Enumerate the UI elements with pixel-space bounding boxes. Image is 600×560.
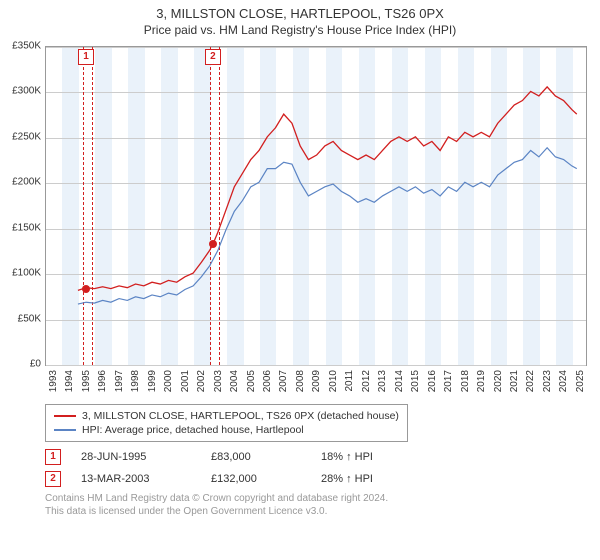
ogl-attribution: Contains HM Land Registry data © Crown c… (45, 492, 388, 518)
transaction-price: £132,000 (211, 473, 301, 485)
x-tick-label: 2018 (460, 370, 471, 420)
legend-item: 3, MILLSTON CLOSE, HARTLEPOOL, TS26 0PX … (54, 409, 399, 423)
legend-swatch (54, 415, 76, 417)
transaction-marker-dot (209, 240, 217, 248)
x-tick-label: 2016 (427, 370, 438, 420)
transaction-date: 28-JUN-1995 (81, 451, 191, 463)
legend-box: 3, MILLSTON CLOSE, HARTLEPOOL, TS26 0PX … (45, 404, 408, 442)
ogl-line1: Contains HM Land Registry data © Crown c… (45, 492, 388, 505)
transaction-row: 1 28-JUN-1995 £83,000 18% ↑ HPI (45, 446, 373, 468)
transaction-marker-badge: 2 (205, 49, 221, 65)
x-tick-label: 2017 (443, 370, 454, 420)
transaction-date: 13-MAR-2003 (81, 473, 191, 485)
x-tick-label: 2019 (476, 370, 487, 420)
chart-plot-area (45, 46, 587, 366)
transaction-price: £83,000 (211, 451, 301, 463)
x-tick-label: 2015 (410, 370, 421, 420)
transaction-row-badge: 2 (45, 471, 61, 487)
x-tick-label: 2020 (493, 370, 504, 420)
transaction-marker-dot (82, 285, 90, 293)
x-tick-label: 2025 (575, 370, 586, 420)
legend-item: HPI: Average price, detached house, Hart… (54, 423, 399, 437)
transaction-pct: 28% ↑ HPI (321, 473, 373, 485)
y-tick-label: £50K (1, 313, 41, 324)
x-tick-label: 2024 (558, 370, 569, 420)
legend-label: HPI: Average price, detached house, Hart… (82, 424, 304, 436)
y-tick-label: £200K (1, 177, 41, 188)
y-tick-label: £150K (1, 222, 41, 233)
transaction-list: 1 28-JUN-1995 £83,000 18% ↑ HPI 2 13-MAR-2003… (45, 446, 373, 490)
transaction-pct: 18% ↑ HPI (321, 451, 373, 463)
y-tick-label: £300K (1, 86, 41, 97)
y-tick-label: £0 (1, 359, 41, 370)
legend-swatch (54, 429, 76, 431)
y-tick-label: £250K (1, 131, 41, 142)
y-tick-label: £350K (1, 41, 41, 52)
x-tick-label: 2021 (509, 370, 520, 420)
chart-title: 3, MILLSTON CLOSE, HARTLEPOOL, TS26 0PX (0, 0, 600, 21)
y-tick-label: £100K (1, 268, 41, 279)
transaction-marker-badge: 1 (78, 49, 94, 65)
ogl-line2: This data is licensed under the Open Gov… (45, 505, 388, 518)
x-tick-label: 2022 (525, 370, 536, 420)
transaction-row-badge: 1 (45, 449, 61, 465)
legend-label: 3, MILLSTON CLOSE, HARTLEPOOL, TS26 0PX … (82, 410, 399, 422)
chart-subtitle: Price paid vs. HM Land Registry's House … (0, 21, 600, 41)
transaction-row: 2 13-MAR-2003 £132,000 28% ↑ HPI (45, 468, 373, 490)
x-tick-label: 2023 (542, 370, 553, 420)
